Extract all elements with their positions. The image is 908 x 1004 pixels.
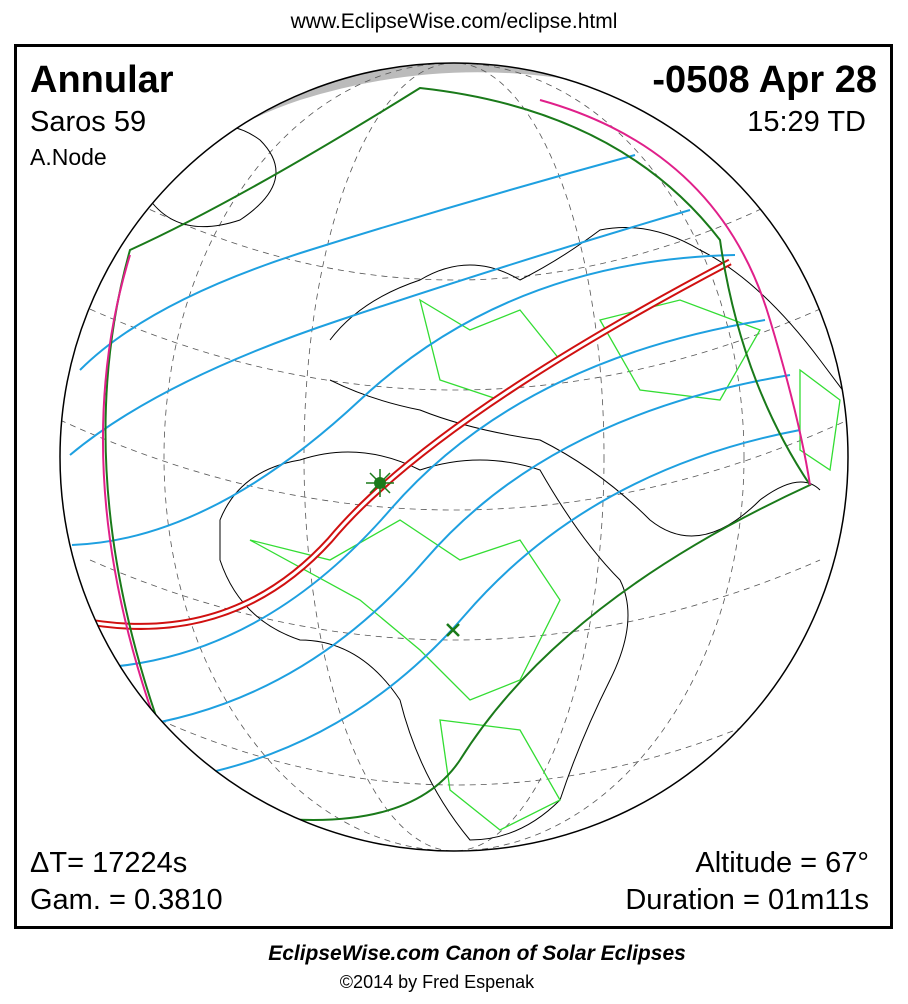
url: www.EclipseWise.com/eclipse.html [290, 10, 618, 33]
coastlines [149, 124, 848, 841]
magnitude-line [124, 374, 791, 729]
parallel [60, 419, 848, 511]
rise-set-curve [539, 99, 811, 486]
frame [14, 44, 893, 929]
coast [329, 227, 848, 401]
saros: Saros 59 [30, 106, 146, 138]
parallel [89, 559, 821, 641]
graticule [60, 63, 848, 851]
magnitude-line [69, 209, 691, 456]
border [599, 299, 761, 401]
meridian [163, 63, 745, 851]
coast [329, 379, 821, 537]
node: A.Node [30, 144, 107, 170]
rise-set-curve [101, 254, 189, 806]
eclipse-type: Annular [30, 59, 174, 101]
date: -0508 Apr 28 [652, 59, 877, 101]
altitude: Altitude = 67° [695, 847, 869, 879]
globe-content [60, 63, 848, 851]
africa-coast [219, 451, 629, 841]
greatest-eclipse-marker [366, 469, 394, 497]
parallel [159, 719, 761, 786]
footer-credit: ©2014 by Fred Espenak [340, 972, 535, 992]
magnitude-lines [69, 154, 801, 783]
parallel [129, 199, 781, 281]
globe-outline [59, 62, 849, 852]
penumbra-limit [104, 86, 812, 821]
border [249, 519, 561, 701]
magnitude-line [79, 154, 636, 371]
sub-solar-marker [446, 623, 460, 637]
central-path-inner [77, 260, 731, 628]
meridian [303, 63, 605, 851]
footer-title: EclipseWise.com Canon of Solar Eclipses [268, 942, 686, 965]
borders [249, 298, 841, 831]
parallel [69, 299, 841, 391]
border [799, 368, 841, 472]
border [439, 719, 561, 831]
magnitude-line [71, 254, 736, 546]
delta-t: ΔT= 17224s [30, 847, 187, 879]
time: 15:29 TD [747, 106, 866, 138]
duration: Duration = 01m11s [625, 884, 869, 916]
magnitude-line [154, 429, 801, 783]
gamma: Gam. = 0.3810 [30, 884, 223, 916]
border [418, 298, 561, 401]
magnitude-line [94, 319, 766, 669]
